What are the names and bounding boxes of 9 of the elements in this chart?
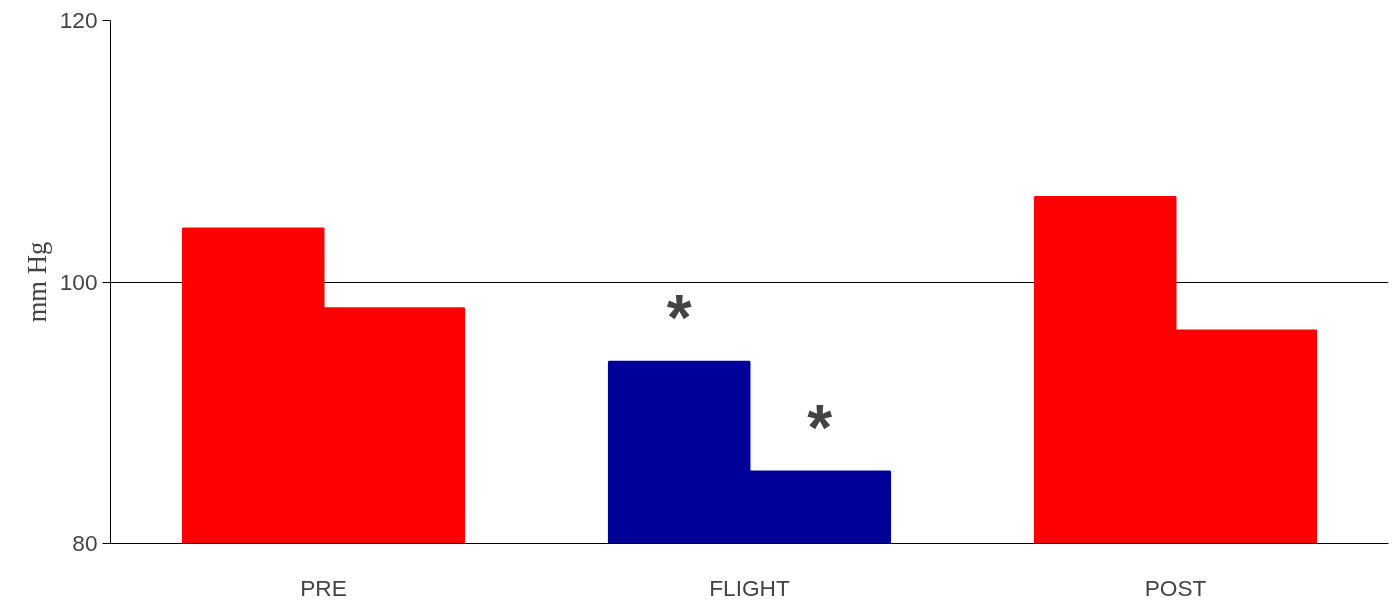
y-tick-label: 80 bbox=[72, 530, 98, 556]
x-tick-label: FLIGHT bbox=[709, 574, 790, 601]
y-axis-title: mm Hg bbox=[21, 241, 52, 323]
x-tick-label: POST bbox=[1144, 574, 1207, 601]
annotation: * bbox=[807, 391, 833, 464]
y-tick-label: 100 bbox=[59, 268, 98, 295]
x-tick-label: PRE bbox=[300, 574, 347, 601]
annotation: * bbox=[666, 281, 692, 354]
y-tick-label: 120 bbox=[59, 7, 98, 33]
